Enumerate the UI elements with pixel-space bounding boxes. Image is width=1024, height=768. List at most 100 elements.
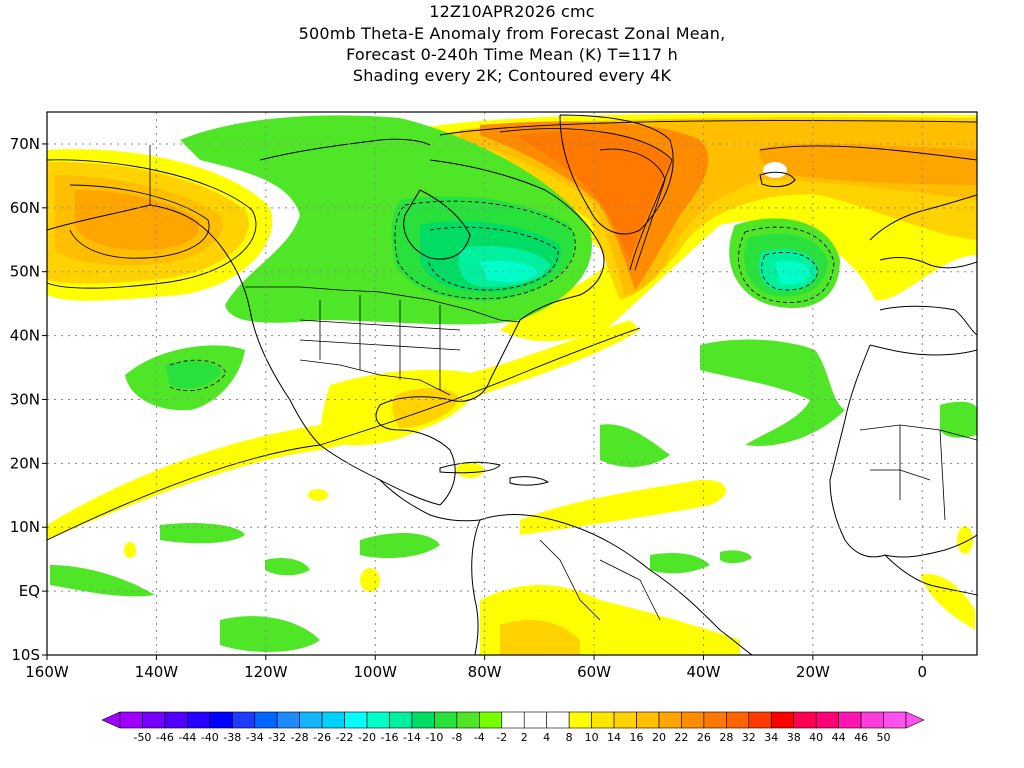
colorbar-swatch: [366, 711, 390, 729]
colorbar-swatch: [142, 711, 166, 729]
lat-label: 20N: [10, 454, 40, 472]
colorbar-swatch: [344, 711, 368, 729]
alaska-positive-anomaly: [47, 149, 273, 301]
colorbar-label: -4: [474, 731, 485, 744]
colorbar-swatch: [209, 711, 233, 729]
graticule: [47, 112, 977, 655]
lon-label: 120W: [244, 663, 288, 681]
colorbar-swatch: [187, 711, 211, 729]
colorbar-swatch: [546, 711, 570, 729]
colorbar-label: -28: [291, 731, 309, 744]
colorbar-label: 46: [854, 731, 868, 744]
colorbar-label: -34: [246, 731, 264, 744]
lat-label: 60N: [10, 199, 40, 217]
colorbar-swatch: [591, 711, 615, 729]
title-line-4: Shading every 2K; Contoured every 4K: [352, 66, 672, 85]
colorbar-label: -8: [451, 731, 462, 744]
colorbar-label: -10: [425, 731, 443, 744]
colorbar-label: 44: [832, 731, 846, 744]
colorbar-label: 16: [630, 731, 644, 744]
colorbar-swatch: [726, 711, 750, 729]
colorbar-swatch: [276, 711, 300, 729]
title-line-3: Forecast 0-240h Time Mean (K) T=117 h: [346, 45, 678, 64]
colorbar-label: 38: [787, 731, 801, 744]
lat-label: 70N: [10, 135, 40, 153]
colorbar-label: 50: [877, 731, 891, 744]
longitude-labels: 160W 140W 120W 100W 80W 60W 40W 20W 0: [25, 663, 927, 681]
colorbar-label: -40: [201, 731, 219, 744]
lat-label: 30N: [10, 390, 40, 408]
colorbar-label: -20: [358, 731, 376, 744]
lon-label: 60W: [577, 663, 611, 681]
colorbar-swatch: [119, 711, 143, 729]
colorbar-arrow-low: [101, 711, 121, 729]
colorbar-swatch: [770, 711, 795, 729]
title-line-2: 500mb Theta-E Anomaly from Forecast Zona…: [298, 24, 726, 43]
lon-label: 40W: [687, 663, 721, 681]
colorbar-swatch: [231, 711, 256, 729]
colorbar-swatch: [456, 711, 480, 729]
colorbar-swatch: [568, 711, 592, 729]
colorbar-label: -16: [381, 731, 399, 744]
colorbar-swatch: [479, 711, 503, 729]
colorbar-swatch: [658, 711, 682, 729]
colorbar-label: 32: [742, 731, 756, 744]
colorbar-label: -22: [336, 731, 354, 744]
anomaly-contours: [47, 120, 977, 541]
colorbar-swatch: [254, 711, 278, 729]
colorbar-label: 40: [809, 731, 823, 744]
colorbar-label: 34: [764, 731, 778, 744]
colorbar-swatch: [793, 711, 817, 729]
colorbar-label: 28: [719, 731, 733, 744]
lat-label: 10N: [10, 518, 40, 536]
lon-label: 0: [918, 663, 928, 681]
colorbar-swatch: [164, 711, 188, 729]
colorbar-label: 8: [566, 731, 573, 744]
colorbar-label: 14: [607, 731, 621, 744]
lat-label: EQ: [19, 582, 40, 600]
colorbar-swatch: [883, 711, 907, 729]
lat-label: 10S: [11, 646, 40, 664]
colorbar-swatch: [636, 711, 660, 729]
axis-ticks: [42, 143, 923, 660]
colorbar-label: 4: [543, 731, 550, 744]
colorbar-swatch: [681, 711, 705, 729]
map-frame: [46, 111, 978, 656]
colorbar-swatch: [703, 711, 727, 729]
lon-label: 140W: [135, 663, 179, 681]
coastlines: [47, 114, 977, 655]
lon-label: 100W: [354, 663, 398, 681]
colorbar-label: 10: [585, 731, 599, 744]
colorbar-label: -2: [496, 731, 507, 744]
colorbar-label: -26: [313, 731, 331, 744]
atlantic-negative-anomaly: [700, 218, 977, 446]
colorbar-swatch: [815, 711, 839, 729]
negative-contours: [169, 200, 835, 392]
colorbar-label: -46: [156, 731, 174, 744]
colorbar-swatch: [321, 711, 345, 729]
colorbar-label: 22: [674, 731, 688, 744]
colorbar-label: -50: [133, 731, 151, 744]
colorbar-swatch: [434, 711, 458, 729]
colorbar-swatch: [613, 711, 637, 729]
colorbar-label: -14: [403, 731, 421, 744]
colorbar-arrow-high: [905, 711, 925, 729]
lat-label: 40N: [10, 327, 40, 345]
colorbar-label: 20: [652, 731, 666, 744]
colorbar: -50 -46 -44 -40 -38 -34 -32 -28 -26 -22 -20 -16 -14-…: [101, 711, 925, 744]
greenland-positive-anomaly: [410, 113, 977, 342]
lon-label: 160W: [25, 663, 69, 681]
borders: [149, 145, 977, 621]
colorbar-swatch: [748, 711, 772, 729]
subtropical-positive-band: [47, 320, 975, 655]
colorbar-label: 2: [521, 731, 528, 744]
colorbar-swatch: [389, 711, 413, 729]
colorbar-swatch: [299, 711, 323, 729]
title-line-1: 12Z10APR2026 cmc: [429, 2, 595, 21]
colorbar-label: -44: [178, 731, 196, 744]
lat-label: 50N: [10, 263, 40, 281]
colorbar-swatch: [501, 711, 525, 729]
colorbar-label: -38: [223, 731, 241, 744]
lon-label: 80W: [468, 663, 502, 681]
